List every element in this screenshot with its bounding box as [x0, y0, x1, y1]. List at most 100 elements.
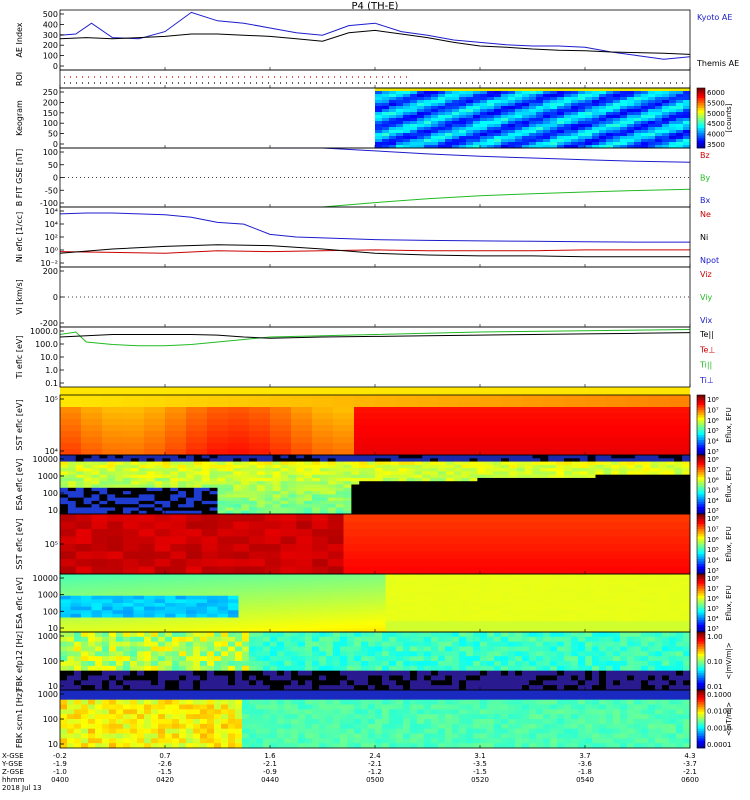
- esa_e-cell: [571, 464, 581, 469]
- fbk_e-cell: [529, 670, 537, 676]
- esa_i-cell: [312, 595, 323, 600]
- esa_e-cell: [367, 484, 376, 489]
- esa_e-cell: [304, 507, 313, 512]
- keogram-cell: [431, 115, 439, 119]
- esa_i-cell: [312, 610, 323, 615]
- esa_e-cell: [461, 494, 470, 499]
- esa_e-cell: [193, 497, 203, 502]
- sst_e-cell: [501, 443, 523, 450]
- fbk_e-cell: [515, 651, 523, 657]
- esa_e-cell: [406, 487, 415, 492]
- esa_e-cell: [524, 468, 533, 472]
- esa_i-cell: [217, 599, 229, 604]
- esa_e-cell: [469, 507, 478, 512]
- esa_i-cell: [501, 617, 512, 622]
- esa_i-cell: [144, 621, 155, 626]
- keogram-cell: [571, 94, 579, 98]
- esa_i-cell: [417, 599, 428, 604]
- sst_i-cell: [359, 544, 376, 552]
- esa_e-cell: [75, 474, 85, 479]
- fbk_e-cell: [361, 670, 369, 676]
- esa_i-cell: [123, 574, 134, 579]
- esa_i-cell: [406, 584, 418, 589]
- esa_e-cell: [296, 458, 305, 462]
- fbk_e-cell: [620, 680, 628, 686]
- keogram-cell: [606, 94, 614, 98]
- esa_i-cell: [637, 588, 649, 593]
- esa_i-cell: [186, 610, 197, 615]
- esa_e-cell: [319, 491, 329, 495]
- fbk_e-cell: [613, 661, 621, 667]
- keogram-cell: [536, 142, 544, 146]
- esa_e-cell: [67, 481, 77, 485]
- keogram-cell: [396, 127, 404, 131]
- sst_e-cell: [207, 437, 229, 444]
- keogram-cell: [606, 109, 614, 113]
- esa_e-cell: [272, 481, 281, 485]
- fbk_e-cell: [431, 636, 439, 643]
- sst_e-cell: [627, 407, 649, 414]
- esa_e-cell: [249, 491, 258, 495]
- keogram-cell: [375, 127, 383, 131]
- esa_i-cell: [448, 613, 460, 618]
- esa_e-cell: [359, 455, 368, 459]
- esa_i-cell: [490, 628, 502, 633]
- esa_e-cell: [60, 510, 69, 515]
- fbk_e-cell: [207, 651, 215, 657]
- keogram-cell: [382, 112, 390, 116]
- keogram-cell: [550, 97, 558, 101]
- fbk_e-cell: [284, 636, 292, 643]
- esa_i-cell: [543, 628, 554, 633]
- esa_e-cell: [430, 477, 439, 482]
- esa_i-cell: [270, 603, 281, 608]
- esa_i-cell: [291, 599, 302, 604]
- fbk_e-cell: [375, 685, 383, 691]
- sst_i-cell: [627, 521, 644, 530]
- esa_e-cell: [382, 458, 392, 462]
- esa_e-cell: [477, 455, 486, 459]
- keogram-cell: [452, 103, 460, 107]
- sst_i-cell: [123, 514, 140, 522]
- keogram-cell: [431, 139, 439, 143]
- fbk_e-cell: [144, 632, 152, 638]
- esa_e-cell: [217, 474, 226, 479]
- fbk_e-cell: [431, 661, 439, 667]
- keogram-cell: [375, 109, 383, 113]
- sst_i-cell: [233, 566, 250, 575]
- keogram-cell: [676, 103, 684, 107]
- fbk_e-cell: [95, 675, 103, 681]
- keogram-cell: [634, 103, 642, 107]
- fbk_e-cell: [319, 685, 327, 691]
- esa_e-cell: [130, 507, 140, 512]
- esa_i-cell: [501, 595, 512, 600]
- esa_e-cell: [390, 471, 400, 476]
- fbk_e-cell: [298, 632, 306, 638]
- esa_e-cell: [343, 484, 352, 489]
- fbk_e-cell: [529, 636, 537, 643]
- esa_e-cell: [67, 507, 77, 512]
- esa_e-cell: [170, 491, 179, 495]
- sst_i-cell: [138, 529, 155, 537]
- esa_i-cell: [91, 592, 103, 597]
- fbk_e-cell: [277, 651, 285, 657]
- sst_i-cell: [611, 559, 628, 567]
- sst_i-cell: [170, 559, 187, 567]
- esa_i-cell: [217, 577, 229, 582]
- keogram-cell: [592, 133, 600, 137]
- esa_e-cell: [658, 461, 667, 466]
- sst_i-cell: [422, 529, 439, 537]
- sst_i-cell: [595, 521, 612, 530]
- fbk_e-cell: [207, 670, 215, 676]
- sst_e-cell: [438, 437, 460, 444]
- esa_e-cell: [611, 491, 620, 495]
- sst_i-cell: [264, 544, 281, 552]
- fbk_e-cell: [403, 685, 411, 691]
- sst_i-cell: [201, 536, 218, 545]
- esa_e-cell: [627, 504, 636, 508]
- esa_e-cell: [587, 474, 596, 479]
- esa_e-cell: [241, 455, 250, 459]
- esa_i-cell: [438, 592, 449, 597]
- esa_e-cell: [249, 455, 258, 459]
- esa_e-cell: [501, 468, 510, 472]
- esa_i-cell: [81, 592, 92, 597]
